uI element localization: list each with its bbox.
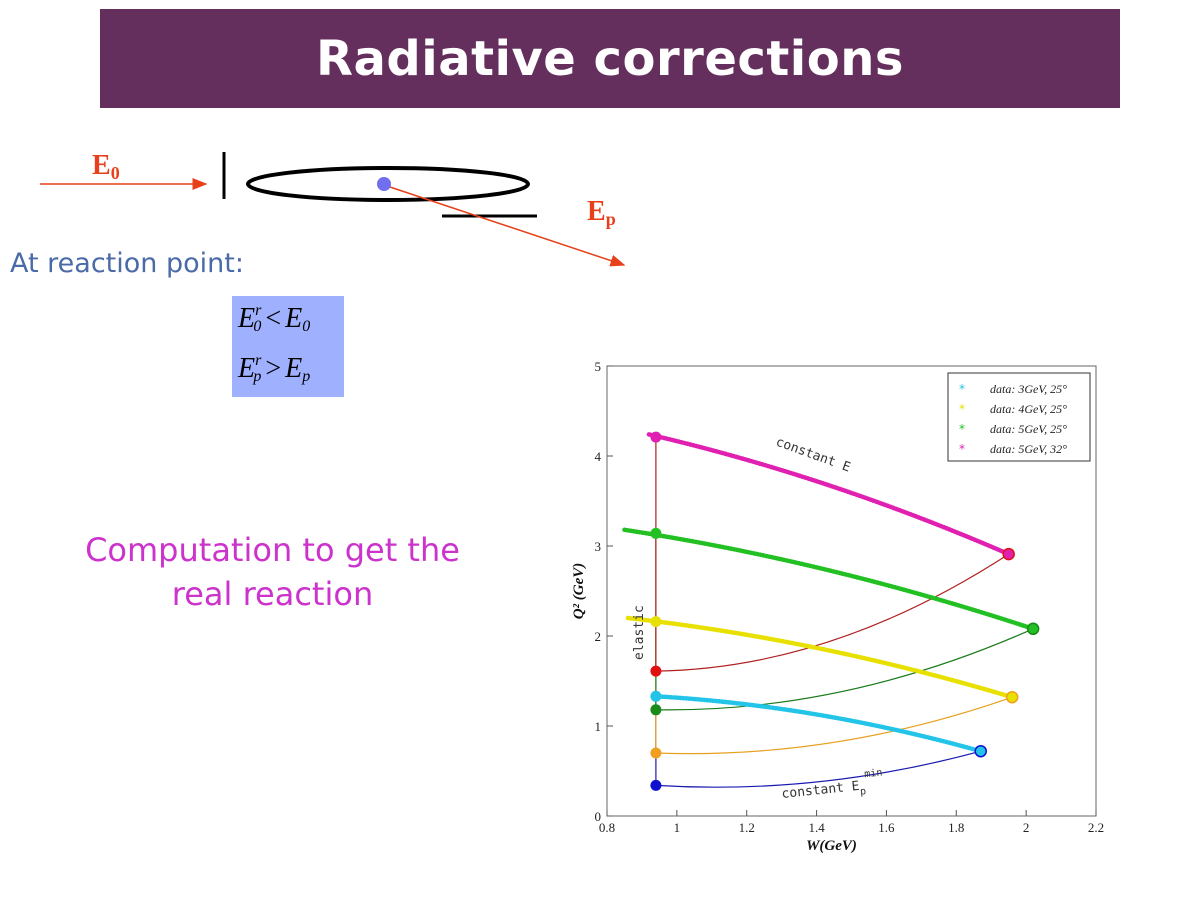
elastic-point-marker xyxy=(650,616,662,628)
legend-label: data: 5GeV, 25° xyxy=(990,422,1067,436)
x-tick-label: 0.8 xyxy=(599,820,615,835)
inelastic-start-marker xyxy=(650,665,662,677)
x-tick-label: 1.8 xyxy=(948,820,964,835)
reaction-point xyxy=(377,177,391,191)
constant-ep-line xyxy=(655,628,1034,711)
beam-energy-label: E0 xyxy=(92,150,120,183)
x-tick-label: 1 xyxy=(674,820,681,835)
slide-title: Radiative corrections xyxy=(316,30,904,87)
target-cell xyxy=(246,166,530,202)
x-axis-label: W(GeV) xyxy=(806,838,857,854)
legend-marker: * xyxy=(959,382,965,396)
x-tick-label: 1.6 xyxy=(878,820,895,835)
constant-ep-line xyxy=(655,696,1013,755)
reaction-point-text: At reaction point: xyxy=(10,248,244,279)
x-tick-label: 2.2 xyxy=(1088,820,1104,835)
formula-box: Er0 < E0 Erp > Ep xyxy=(232,296,344,397)
series-end-marker xyxy=(974,744,987,758)
y-axis-label: Q² (GeV) xyxy=(571,563,587,620)
inelastic-start-marker xyxy=(650,747,662,759)
data-series-line xyxy=(622,527,1036,632)
constant-ep-line xyxy=(655,553,1010,672)
x-tick-label: 1.2 xyxy=(739,820,755,835)
y-tick-label: 5 xyxy=(595,359,602,374)
inelastic-start-marker xyxy=(650,704,662,716)
q2-vs-w-chart: 0.8 1 1.2 1.4 1.6 1.8 2 2.2 0 1 2 3 4 5 W(GeV) Q² (GeV)… xyxy=(571,359,1104,854)
computation-line-1: Computation to get the xyxy=(85,531,460,569)
legend-label: data: 5GeV, 32° xyxy=(990,442,1067,456)
computation-text: Computation to get the real reaction xyxy=(40,528,505,616)
elastic-point-marker xyxy=(650,527,662,539)
elastic-point-marker xyxy=(650,690,662,702)
formula-incoming: Er0 < E0 xyxy=(238,302,311,335)
legend-label: data: 3GeV, 25° xyxy=(990,382,1067,396)
formula-outgoing: Erp > Ep xyxy=(238,352,311,385)
y-tick-label: 3 xyxy=(595,539,602,554)
legend-marker: * xyxy=(959,442,965,456)
computation-line-2: real reaction xyxy=(171,575,374,613)
elastic-point-marker xyxy=(650,431,662,443)
inelastic-start-marker xyxy=(650,779,662,791)
scattered-electron-arrow xyxy=(383,184,626,267)
y-tick-label: 4 xyxy=(595,449,602,464)
y-tick-label: 0 xyxy=(595,809,602,824)
legend-box xyxy=(947,372,1091,462)
title-bar: Radiative corrections xyxy=(100,9,1120,108)
legend-marker: * xyxy=(959,402,965,416)
scattered-energy-label: Ep xyxy=(587,196,616,229)
constant-ep-line xyxy=(655,750,981,788)
y-tick-label: 2 xyxy=(595,629,602,644)
series-end-marker xyxy=(1002,547,1015,561)
elastic-annotation: elastic xyxy=(632,605,647,660)
legend-label: data: 4GeV, 25° xyxy=(990,402,1067,416)
data-series-line xyxy=(625,615,1015,700)
series-end-marker xyxy=(1026,622,1040,636)
data-series-line xyxy=(653,694,983,754)
series-end-marker xyxy=(1005,690,1019,704)
y-tick-label: 1 xyxy=(595,719,602,734)
data-series-line xyxy=(646,432,1011,557)
x-tick-label: 2 xyxy=(1023,820,1030,835)
legend-marker: * xyxy=(959,422,965,436)
x-tick-label: 1.4 xyxy=(808,820,825,835)
